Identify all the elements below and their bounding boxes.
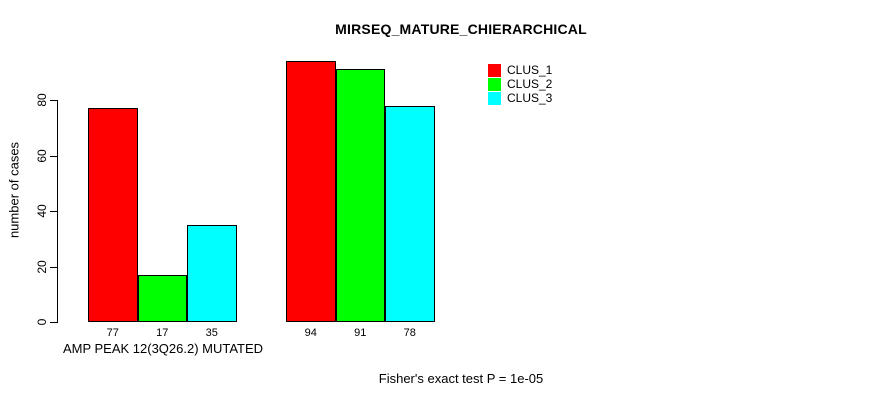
legend-item-clus_1: CLUS_1 — [488, 64, 552, 77]
legend-label: CLUS_2 — [507, 77, 553, 91]
chart-title: MIRSEQ_MATURE_CHIERARCHICAL — [335, 21, 587, 37]
bar-clus_3-group1 — [187, 224, 237, 322]
x-axis-label: AMP PEAK 12(3Q26.2) MUTATED — [62, 341, 264, 356]
legend: CLUS_1 CLUS_2 CLUS_3 — [488, 64, 552, 106]
y-axis-tick — [50, 211, 57, 212]
bar-value-label: 94 — [304, 327, 317, 339]
legend-swatch-clus_2 — [488, 78, 501, 91]
y-axis-tick — [50, 155, 57, 157]
bar-clus_1-group2 — [286, 61, 336, 322]
legend-item-clus_2: CLUS_2 — [488, 78, 552, 91]
bar-value-label: 91 — [354, 327, 367, 339]
bar-clus_1-group1 — [88, 108, 138, 322]
legend-item-clus_3: CLUS_3 — [488, 92, 552, 105]
y-axis-tick-label: 60 — [35, 148, 49, 163]
y-axis-tick — [50, 322, 57, 323]
bar-value-label: 77 — [106, 327, 119, 339]
bar-value-label: 35 — [205, 327, 218, 339]
y-axis-tick — [50, 266, 57, 268]
y-axis-tick-label: 80 — [35, 93, 49, 107]
bar-value-label: 78 — [403, 327, 416, 339]
legend-label: CLUS_3 — [507, 91, 553, 105]
y-axis-label: number of cases — [6, 141, 22, 239]
legend-swatch-clus_3 — [488, 92, 501, 105]
fisher-test-annotation: Fisher's exact test P = 1e-05 — [378, 371, 544, 386]
legend-swatch-clus_1 — [488, 64, 501, 77]
y-axis-tick-label: 20 — [35, 259, 49, 274]
bar-clus_2-group2 — [335, 69, 385, 322]
y-axis-tick-label: 40 — [35, 204, 49, 218]
y-axis-tick-label: 0 — [35, 318, 49, 326]
bar-clus_3-group2 — [385, 105, 435, 322]
y-axis-tick — [50, 100, 57, 101]
bar-clus_2-group1 — [137, 274, 187, 322]
y-axis-line — [57, 100, 58, 323]
bar-value-label: 17 — [156, 327, 169, 339]
legend-label: CLUS_1 — [507, 63, 553, 77]
